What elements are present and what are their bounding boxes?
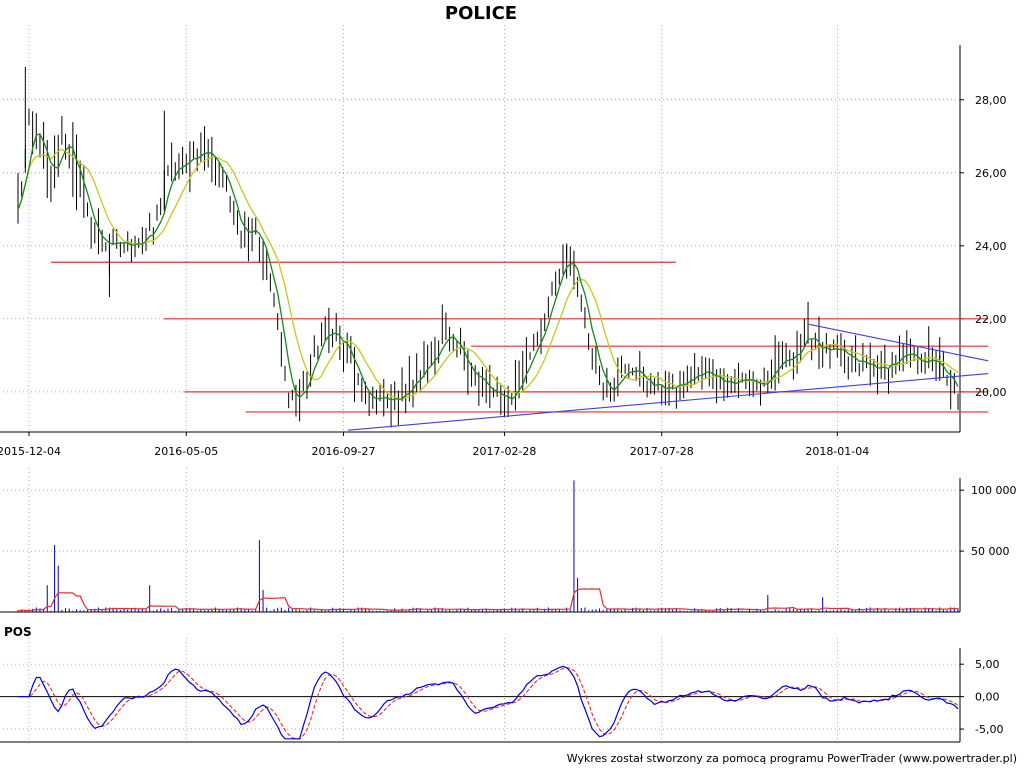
- volume-average: [17, 588, 959, 612]
- slow-moving-average: [17, 148, 959, 400]
- price-bars: [17, 66, 959, 428]
- chart-title: POLICE: [445, 3, 517, 24]
- moving-averages: [17, 133, 959, 401]
- grid-lines: [3, 25, 960, 742]
- oscillator-signal-line: [18, 667, 959, 740]
- x-tick-label: 2018-01-04: [805, 445, 869, 458]
- x-tick-label: 2016-09-27: [312, 445, 376, 458]
- tick-labels: 2015-12-04 2016-05-05 2016-09-27 2017-02-28…: [0, 94, 1017, 736]
- price-tick-label: 24,00: [975, 240, 1007, 253]
- volume-tick-label: 100 000: [971, 484, 1017, 497]
- price-tick-label: 26,00: [975, 167, 1007, 180]
- volume-bars: [17, 480, 959, 612]
- support-resistance-lines: [51, 261, 989, 413]
- fast-moving-average: [17, 133, 959, 401]
- price-tick-label: 22,00: [975, 313, 1007, 326]
- oscillator-tick-label: 5,00: [975, 658, 1000, 671]
- trendline: [808, 323, 989, 362]
- price-tick-label: 28,00: [975, 94, 1007, 107]
- x-tick-label: 2017-02-28: [472, 445, 536, 458]
- x-tick-label: 2015-12-04: [0, 445, 61, 458]
- footer-credit: Wykres został stworzony za pomocą progra…: [567, 752, 1017, 765]
- oscillator-label: POS: [4, 625, 32, 639]
- oscillator-line: [18, 665, 959, 740]
- price-tick-label: 20,00: [975, 386, 1007, 399]
- x-tick-label: 2016-05-05: [154, 445, 218, 458]
- oscillator-lines: [18, 665, 959, 740]
- oscillator-tick-label: 0,00: [975, 691, 1000, 704]
- trendlines: [348, 323, 989, 431]
- x-tick-label: 2017-07-28: [630, 445, 694, 458]
- trendline: [348, 373, 989, 431]
- oscillator-tick-label: -5,00: [975, 723, 1003, 736]
- volume-tick-label: 50 000: [971, 545, 1010, 558]
- axes: [0, 45, 964, 743]
- volume-average-line: [17, 588, 959, 612]
